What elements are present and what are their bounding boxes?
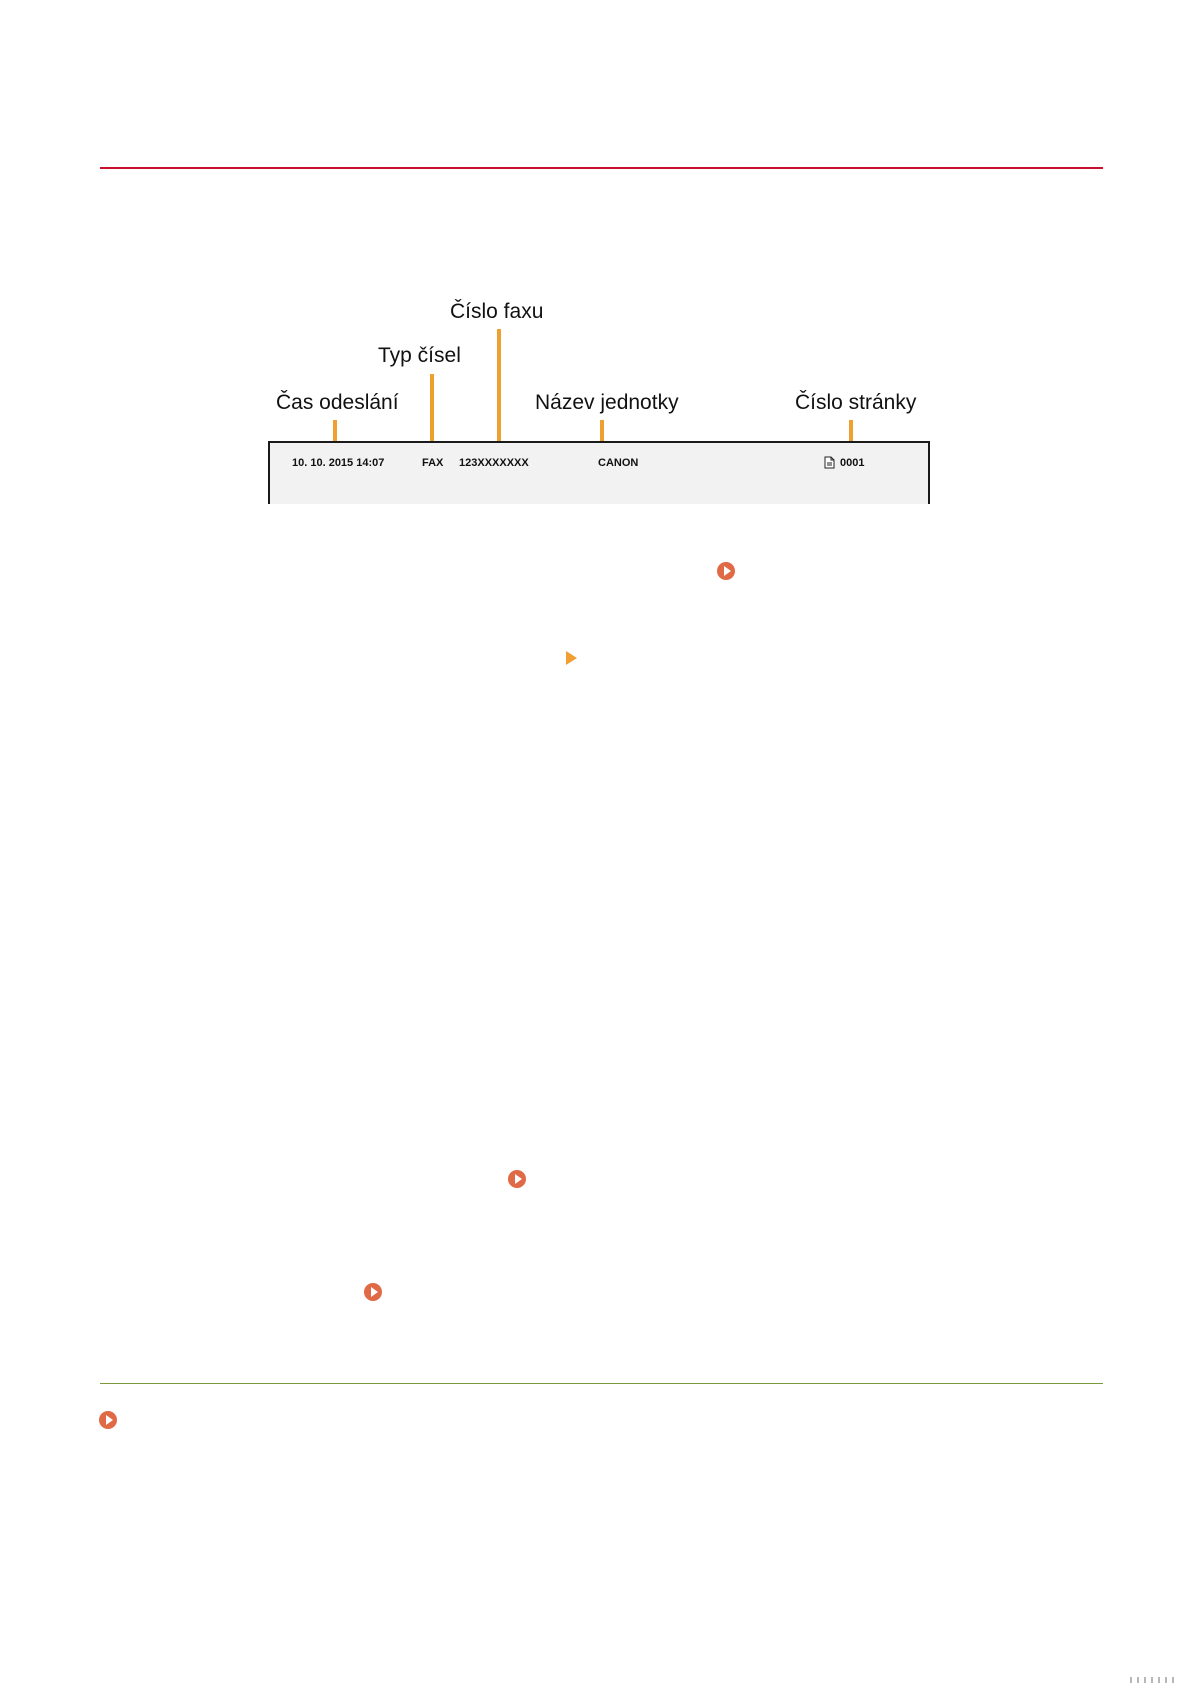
- header-unit: CANON: [598, 457, 639, 469]
- callout-page-number: Číslo stránky: [795, 391, 917, 414]
- circle-arrow-link-icon[interactable]: [364, 1283, 382, 1301]
- header-number: 123XXXXXXX: [459, 457, 529, 469]
- callout-number-type: Typ čísel: [378, 344, 461, 367]
- leader-fax-number: [497, 329, 501, 447]
- leader-unit-name: [600, 420, 604, 447]
- fax-header-diagram: Čas odeslání Typ čísel Číslo faxu Název …: [0, 0, 1192, 520]
- circle-arrow-link-icon[interactable]: [99, 1411, 117, 1429]
- callout-send-time: Čas odeslání: [276, 391, 399, 414]
- header-type: FAX: [422, 457, 444, 469]
- footer-marks: [1130, 1677, 1178, 1683]
- header-page: 0001: [840, 457, 865, 469]
- callout-fax-number: Číslo faxu: [450, 300, 544, 323]
- triangle-arrow-icon: [566, 651, 577, 665]
- fax-header-strip: [268, 441, 930, 504]
- section-rule: [100, 1383, 1103, 1384]
- callout-unit-name: Název jednotky: [535, 391, 679, 414]
- leader-number-type: [430, 374, 434, 447]
- circle-arrow-link-icon[interactable]: [717, 562, 735, 580]
- header-datetime: 10. 10. 2015 14:07: [292, 457, 385, 469]
- leader-send-time: [333, 420, 337, 447]
- leader-page-number: [849, 420, 853, 447]
- title-rule: [100, 167, 1103, 169]
- circle-arrow-link-icon[interactable]: [508, 1170, 526, 1188]
- page-icon: [824, 456, 835, 469]
